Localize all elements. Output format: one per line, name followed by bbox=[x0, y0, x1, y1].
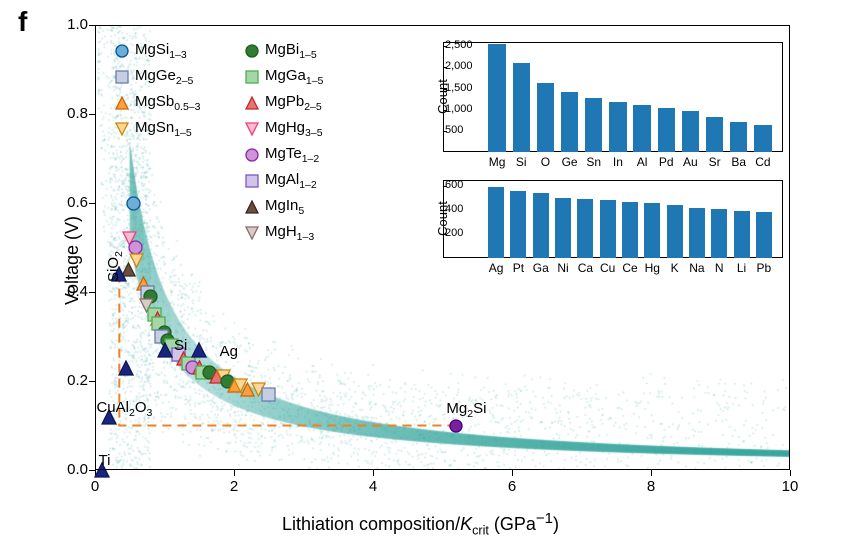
x-tick bbox=[790, 470, 791, 476]
panel-label: f bbox=[18, 6, 27, 38]
y-tick-label: 0.2 bbox=[50, 372, 88, 389]
figure-root: f Voltage (V) Lithiation composition/Kcr… bbox=[0, 0, 841, 557]
x-tick-label: 10 bbox=[775, 478, 805, 495]
y-tick-label: 1.0 bbox=[50, 16, 88, 33]
x-tick-label: 6 bbox=[497, 478, 527, 495]
x-tick bbox=[373, 470, 374, 476]
y-tick-label: 0.0 bbox=[50, 461, 88, 478]
y-tick-label: 0.4 bbox=[50, 283, 88, 300]
x-tick-label: 0 bbox=[80, 478, 110, 495]
x-tick-label: 4 bbox=[358, 478, 388, 495]
x-axis-label: Lithiation composition/Kcrit (GPa−1) bbox=[0, 510, 841, 538]
y-tick-label: 0.8 bbox=[50, 105, 88, 122]
x-tick-label: 8 bbox=[636, 478, 666, 495]
x-tick-label: 2 bbox=[219, 478, 249, 495]
main-plot-frame bbox=[95, 25, 790, 470]
x-tick bbox=[234, 470, 235, 476]
y-tick-label: 0.6 bbox=[50, 194, 88, 211]
x-tick bbox=[512, 470, 513, 476]
x-tick bbox=[651, 470, 652, 476]
